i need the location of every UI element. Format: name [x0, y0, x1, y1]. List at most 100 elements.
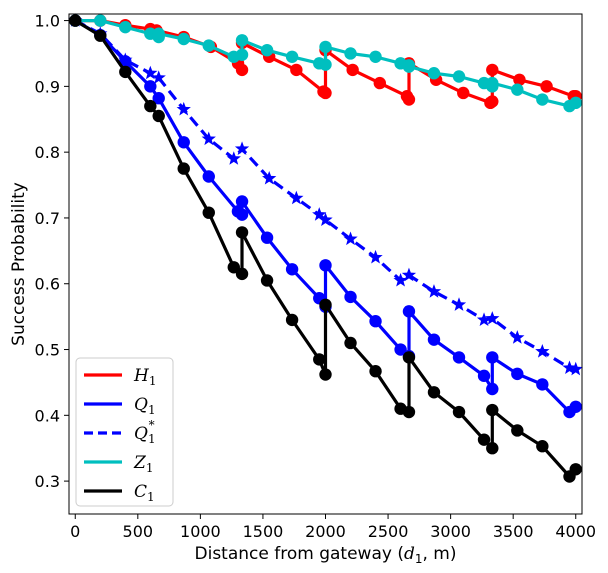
legend-label-name: Q: [134, 395, 148, 415]
data-point-star: [393, 272, 408, 287]
data-point-star: [318, 212, 333, 226]
data-point: [260, 231, 274, 244]
data-point: [319, 298, 332, 311]
data-point: [486, 351, 499, 364]
data-point: [319, 40, 332, 54]
legend-label-name: H: [133, 366, 150, 386]
data-point: [427, 67, 441, 80]
legend-label: Q1: [134, 395, 156, 417]
data-point: [486, 382, 499, 396]
data-point: [119, 20, 132, 34]
data-point: [69, 14, 82, 27]
data-point: [285, 313, 299, 327]
data-point: [536, 440, 549, 453]
data-point: [94, 14, 107, 27]
data-point: [227, 261, 240, 274]
y-tick-label: 0.6: [35, 275, 60, 294]
x-axis-label-var: d: [404, 544, 415, 564]
data-point: [511, 367, 524, 381]
data-point: [486, 63, 499, 77]
legend-label: Q1*: [134, 418, 156, 446]
x-axis-label-sub: 1: [415, 552, 423, 566]
data-point: [235, 63, 249, 77]
data-point: [260, 43, 274, 57]
data-point: [369, 365, 382, 378]
legend-label-name: C: [134, 482, 147, 502]
data-point: [202, 39, 215, 52]
series-line: [491, 356, 577, 414]
x-tick-label: 1000: [180, 522, 221, 541]
data-point: [513, 73, 526, 86]
data-point-star: [368, 249, 383, 264]
series-line: [491, 68, 576, 98]
data-point: [235, 267, 249, 281]
data-point: [402, 60, 416, 73]
data-point: [536, 93, 549, 106]
x-tick-label: 3500: [493, 522, 534, 541]
legend-label: H1: [133, 366, 156, 388]
y-tick-label: 0.3: [35, 472, 60, 491]
data-point: [486, 442, 499, 455]
data-point: [540, 80, 553, 93]
data-point-star: [476, 312, 492, 326]
data-point: [369, 50, 382, 63]
data-point: [344, 47, 357, 60]
data-point: [177, 136, 190, 149]
data-point: [319, 259, 332, 272]
legend-label-name: Q: [134, 424, 148, 444]
series-3: [69, 14, 582, 113]
data-point: [346, 63, 359, 77]
data-point: [144, 80, 157, 93]
legend-label-sup: *: [149, 418, 155, 432]
data-point: [511, 83, 524, 96]
x-tick-label: 2500: [368, 522, 409, 541]
data-point: [427, 386, 441, 399]
data-point: [486, 403, 499, 417]
data-point: [319, 86, 332, 100]
data-point: [144, 99, 157, 113]
data-point: [569, 400, 582, 413]
data-point: [290, 63, 303, 77]
data-point: [313, 353, 326, 366]
series-line: [241, 41, 328, 95]
x-tick-label: 1500: [243, 522, 284, 541]
data-point: [486, 95, 499, 108]
legend-label-sub: 1: [149, 374, 157, 388]
data-point: [402, 405, 416, 419]
data-point-star: [143, 65, 158, 80]
legend-label-sub: 1: [148, 432, 156, 446]
data-point: [202, 206, 215, 219]
data-point: [319, 368, 332, 381]
data-point: [511, 424, 524, 437]
data-point: [452, 70, 466, 83]
data-point-star: [201, 131, 216, 146]
data-point: [177, 162, 190, 175]
data-point: [569, 96, 582, 110]
x-tick-label: 2000: [305, 522, 346, 541]
data-point-star: [118, 52, 133, 67]
x-axis-label-text: Distance from gateway (: [195, 544, 404, 564]
data-point: [94, 29, 107, 42]
data-point: [369, 315, 382, 328]
data-point-star: [234, 141, 250, 155]
legend-box: [75, 357, 174, 507]
data-point: [235, 48, 249, 61]
data-point: [477, 433, 491, 446]
data-point: [235, 208, 249, 221]
data-point: [119, 65, 132, 79]
data-point-star: [535, 344, 550, 358]
data-point: [394, 343, 407, 356]
legend-label-sub: 1: [146, 461, 154, 475]
data-point: [402, 93, 416, 106]
x-axis-label: Distance from gateway (d1, m): [195, 544, 457, 566]
legend-label-name: Z: [133, 453, 147, 473]
data-point-star: [510, 330, 525, 344]
data-point: [235, 34, 249, 47]
data-point-star: [426, 284, 442, 298]
data-point: [177, 32, 190, 46]
series-layer: [68, 13, 583, 483]
data-point-star: [151, 70, 166, 84]
data-point-star: [343, 231, 358, 246]
data-point: [202, 170, 215, 183]
series-line: [491, 81, 577, 108]
